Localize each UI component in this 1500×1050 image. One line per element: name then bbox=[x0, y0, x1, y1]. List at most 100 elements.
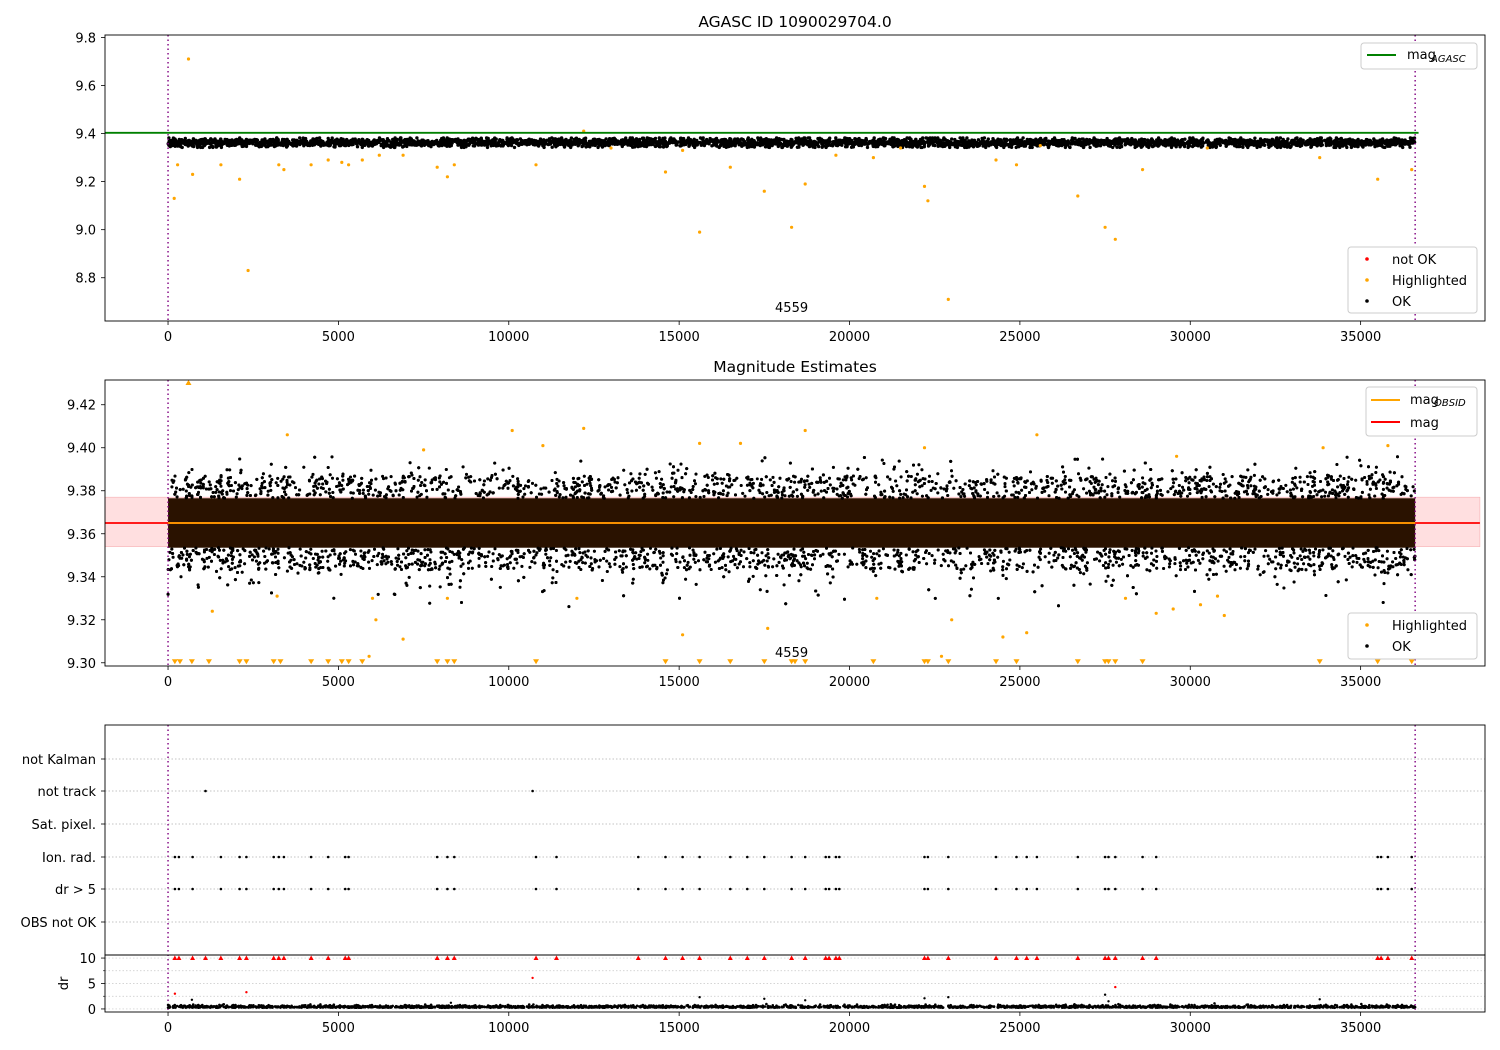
ok-point bbox=[987, 141, 992, 145]
ok-point bbox=[1191, 138, 1195, 142]
ok-point bbox=[976, 144, 980, 148]
ok-point bbox=[227, 141, 231, 146]
ok-point bbox=[317, 136, 322, 140]
ok-point bbox=[342, 139, 347, 143]
ok-point bbox=[943, 144, 947, 148]
ok-point bbox=[1362, 142, 1366, 146]
ok-point bbox=[914, 143, 918, 147]
ok-point bbox=[1401, 145, 1405, 150]
ok-point bbox=[510, 139, 515, 143]
highlighted-point bbox=[899, 146, 903, 150]
ok-point bbox=[404, 141, 408, 145]
ok-point bbox=[680, 139, 685, 143]
ok-point bbox=[440, 137, 444, 141]
ok-point bbox=[256, 143, 260, 147]
highlighted-point bbox=[435, 165, 439, 169]
highlighted-point bbox=[728, 165, 732, 169]
ok-point bbox=[1069, 142, 1074, 146]
ok-point bbox=[611, 137, 615, 141]
ok-point bbox=[518, 137, 523, 141]
ok-point bbox=[355, 141, 359, 145]
ok-point bbox=[647, 140, 651, 144]
ok-point bbox=[940, 143, 944, 147]
ok-point bbox=[1371, 142, 1375, 146]
ok-point bbox=[1003, 139, 1007, 144]
ok-point bbox=[202, 143, 206, 148]
ok-point bbox=[746, 137, 750, 142]
ok-point bbox=[1355, 139, 1359, 144]
x-tick-label: 5000 bbox=[322, 330, 355, 345]
ok-point bbox=[958, 136, 962, 140]
ok-point bbox=[685, 140, 690, 144]
ok-point bbox=[1381, 140, 1386, 144]
highlighted-point bbox=[282, 168, 286, 172]
ok-point bbox=[499, 144, 503, 148]
ok-point bbox=[931, 143, 935, 147]
ok-point bbox=[882, 143, 886, 147]
ok-point bbox=[922, 142, 927, 147]
ok-point bbox=[1260, 141, 1264, 145]
highlighted-point bbox=[1038, 144, 1042, 148]
ok-point bbox=[649, 137, 653, 141]
ok-point bbox=[421, 142, 425, 146]
ok-point bbox=[649, 546, 652, 550]
ok-point bbox=[750, 141, 755, 146]
ok-point bbox=[508, 142, 512, 146]
highlighted-point bbox=[926, 199, 930, 203]
ok-point bbox=[1276, 138, 1281, 142]
ok-point bbox=[844, 139, 848, 144]
ok-point bbox=[477, 138, 481, 142]
ok-point bbox=[1183, 137, 1187, 141]
ok-point bbox=[715, 138, 719, 143]
ok-point bbox=[948, 143, 952, 147]
ok-point bbox=[399, 142, 403, 147]
ok-point bbox=[1161, 139, 1165, 143]
ok-point bbox=[516, 141, 520, 146]
highlighted-point bbox=[1014, 163, 1019, 167]
highlighted-point bbox=[176, 163, 180, 167]
ok-point bbox=[920, 145, 924, 150]
ok-point bbox=[444, 142, 449, 147]
highlighted-point bbox=[1410, 168, 1414, 172]
ok-point bbox=[1407, 140, 1411, 144]
x-tick-label: 10000 bbox=[488, 330, 529, 345]
ok-point bbox=[1295, 141, 1299, 145]
ok-point bbox=[863, 140, 867, 144]
ok-point bbox=[247, 138, 252, 142]
ok-point bbox=[737, 143, 741, 147]
ok-point bbox=[794, 138, 799, 142]
ok-point bbox=[387, 139, 391, 143]
highlighted-point bbox=[803, 182, 807, 186]
highlighted-point bbox=[681, 148, 685, 152]
highlighted-point bbox=[1376, 177, 1380, 181]
ok-point bbox=[824, 145, 828, 150]
legend-label: OK bbox=[1392, 295, 1411, 310]
ok-point bbox=[980, 141, 984, 146]
ok-point bbox=[657, 144, 662, 148]
ok-point bbox=[982, 136, 987, 140]
y-tick-label: 9.6 bbox=[75, 79, 96, 94]
ok-point bbox=[1014, 137, 1019, 141]
ok-point bbox=[1221, 140, 1225, 145]
ok-point bbox=[379, 138, 384, 142]
ok-point bbox=[1349, 143, 1353, 147]
ok-point bbox=[1017, 144, 1021, 149]
ok-point bbox=[858, 139, 863, 143]
highlighted-point bbox=[994, 158, 998, 162]
ok-point bbox=[474, 141, 478, 146]
obsid-annotation: 4559 bbox=[775, 301, 808, 316]
ok-point bbox=[991, 138, 995, 142]
ok-point bbox=[835, 140, 839, 144]
highlighted-point bbox=[238, 177, 242, 181]
ok-point bbox=[758, 138, 762, 142]
ok-point bbox=[484, 136, 489, 140]
ok-point bbox=[950, 137, 954, 141]
ok-point bbox=[776, 144, 780, 149]
ok-point bbox=[790, 141, 794, 145]
ok-point bbox=[1105, 140, 1109, 145]
ok-point bbox=[1091, 140, 1095, 144]
highlighted-points bbox=[172, 57, 1414, 301]
highlighted-point bbox=[1141, 168, 1145, 172]
y-tick-label: 9.4 bbox=[75, 128, 96, 143]
